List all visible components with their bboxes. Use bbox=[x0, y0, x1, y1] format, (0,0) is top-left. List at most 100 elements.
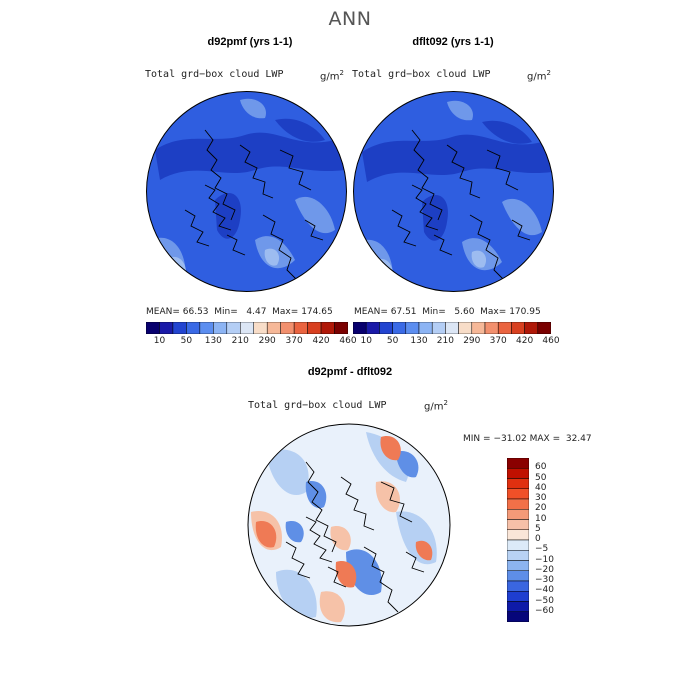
colorbar-tick-label: 10 bbox=[360, 336, 372, 346]
panel-2-title: dflt092 (yrs 1-1) bbox=[412, 36, 494, 48]
colorbar-difference-ticks: 60 50 40 30 20 10 5 0 −5 −10 −20 −30 −40 −50 −60 bbox=[535, 458, 575, 622]
colorbar-panel-1-ticks: 10 50 130 210 290 370 420 460 bbox=[146, 336, 357, 348]
colorbar-tick-label: −5 bbox=[535, 544, 549, 555]
colorbar-panel-2-ticks: 10 50 130 210 290 370 420 460 bbox=[353, 336, 559, 348]
colorbar-tick-label: −30 bbox=[535, 575, 554, 585]
colorbar-swatch bbox=[365, 322, 380, 334]
colorbar-swatch bbox=[392, 322, 407, 334]
colorbar-swatch bbox=[511, 322, 525, 334]
colorbar-tick-label: 20 bbox=[535, 503, 547, 514]
colorbar-swatch bbox=[240, 322, 254, 334]
colorbar-tick-label: −10 bbox=[535, 554, 554, 565]
colorbar-tick-label: 370 bbox=[489, 336, 507, 346]
panel-2-units-exponent: 2 bbox=[546, 69, 551, 77]
panel-2-units-base: g/m bbox=[527, 71, 547, 83]
colorbar-swatch bbox=[320, 322, 335, 334]
colorbar-tick-label: −60 bbox=[535, 605, 554, 616]
colorbar-swatch bbox=[226, 322, 241, 334]
colorbar-tick-label: 290 bbox=[258, 336, 276, 346]
colorbar-tick-label: 10 bbox=[153, 336, 166, 346]
colorbar-tick-label: 60 bbox=[535, 462, 547, 473]
colorbar-tick-label: 50 bbox=[535, 472, 547, 483]
colorbar-tick-label: 5 bbox=[535, 523, 541, 534]
polar-map-difference bbox=[247, 423, 451, 627]
diff-min-label: MIN = bbox=[463, 434, 491, 444]
diff-units: g/m2 bbox=[424, 399, 448, 412]
panel-2-min-value: 5.60 bbox=[454, 307, 475, 317]
colorbar-swatch bbox=[307, 322, 322, 334]
colorbar-tick-label: 40 bbox=[535, 482, 547, 493]
diff-min-value: −31.02 bbox=[493, 434, 527, 444]
colorbar-tick-label: 50 bbox=[386, 336, 399, 346]
diff-stats: MIN = −31.02 MAX = 32.47 bbox=[463, 434, 592, 444]
colorbar-tick-label: 210 bbox=[436, 336, 454, 346]
colorbar-difference bbox=[507, 458, 529, 622]
colorbar-tick-label: 10 bbox=[535, 513, 547, 524]
colorbar-swatch bbox=[418, 322, 433, 334]
panel-2-min-label: Min= bbox=[422, 307, 446, 317]
colorbar-swatch bbox=[524, 322, 539, 334]
colorbar-swatch bbox=[445, 322, 459, 334]
colorbar-tick-label: 420 bbox=[516, 336, 534, 346]
colorbar-tick-label: 460 bbox=[339, 336, 357, 346]
colorbar-swatch bbox=[507, 488, 529, 500]
diff-max-value: 32.47 bbox=[565, 434, 592, 444]
colorbar-tick-label: 460 bbox=[542, 336, 560, 346]
colorbar-panel-2 bbox=[353, 322, 551, 334]
colorbar-tick-label: 50 bbox=[180, 336, 193, 346]
colorbar-swatch bbox=[507, 478, 529, 489]
colorbar-swatch bbox=[471, 322, 486, 334]
panel-2-max-label: Max= bbox=[480, 307, 507, 317]
colorbar-swatch bbox=[484, 322, 499, 334]
panel-1-title: d92pmf (yrs 1-1) bbox=[207, 36, 293, 48]
diff-panel-title: d92pmf - dflt092 bbox=[307, 366, 393, 378]
colorbar-swatch bbox=[353, 322, 367, 334]
colorbar-swatch bbox=[507, 550, 529, 561]
colorbar-swatch bbox=[334, 322, 348, 334]
colorbar-swatch bbox=[379, 322, 393, 334]
colorbar-swatch bbox=[405, 322, 420, 334]
colorbar-swatch bbox=[507, 498, 529, 510]
colorbar-swatch bbox=[497, 322, 512, 334]
panel-1-min-label: Min= bbox=[214, 307, 238, 317]
colorbar-swatch bbox=[507, 519, 529, 530]
panel-1-units-base: g/m bbox=[320, 71, 340, 83]
panel-2-variable-label: Total grd−box cloud LWP bbox=[352, 69, 491, 80]
panel-2-units: g/m2 bbox=[527, 69, 551, 82]
panel-1-mean-label: MEAN= bbox=[146, 307, 180, 317]
panel-1-stats: MEAN= 66.53 Min= 4.47 Max= 174.65 bbox=[146, 307, 333, 317]
panel-2-mean-value: 67.51 bbox=[390, 307, 417, 317]
panel-1-units: g/m2 bbox=[320, 69, 344, 82]
colorbar-swatch bbox=[507, 509, 529, 520]
colorbar-swatch bbox=[431, 322, 446, 334]
colorbar-swatch bbox=[507, 601, 529, 612]
colorbar-swatch bbox=[159, 322, 174, 334]
panel-2-max-value: 170.95 bbox=[509, 307, 541, 317]
figure-title: ANN bbox=[328, 8, 372, 30]
colorbar-swatch bbox=[199, 322, 214, 334]
panel-1-max-label: Max= bbox=[272, 307, 299, 317]
panel-1-variable-label: Total grd−box cloud LWP bbox=[145, 69, 284, 80]
colorbar-swatch bbox=[253, 322, 268, 334]
colorbar-swatch bbox=[507, 580, 529, 592]
diff-units-base: g/m bbox=[424, 401, 444, 413]
colorbar-tick-label: 0 bbox=[535, 534, 541, 544]
colorbar-swatch bbox=[280, 322, 295, 334]
panel-1-units-exponent: 2 bbox=[339, 69, 344, 77]
diff-max-label: MAX = bbox=[529, 434, 561, 444]
panel-2-mean-label: MEAN= bbox=[354, 307, 388, 317]
colorbar-swatch bbox=[537, 322, 551, 334]
diff-units-exponent: 2 bbox=[443, 399, 448, 407]
colorbar-swatch bbox=[146, 322, 160, 334]
colorbar-swatch bbox=[507, 539, 529, 551]
colorbar-swatch bbox=[507, 458, 529, 469]
colorbar-swatch bbox=[186, 322, 201, 334]
colorbar-swatch bbox=[266, 322, 281, 334]
panel-2-stats: MEAN= 67.51 Min= 5.60 Max= 170.95 bbox=[354, 307, 541, 317]
panel-1-min-value: 4.47 bbox=[246, 307, 267, 317]
polar-map-dflt092 bbox=[353, 91, 554, 292]
colorbar-swatch bbox=[507, 591, 529, 602]
colorbar-tick-label: 30 bbox=[535, 493, 547, 503]
colorbar-tick-label: −40 bbox=[535, 585, 554, 596]
colorbar-tick-label: 210 bbox=[231, 336, 249, 346]
